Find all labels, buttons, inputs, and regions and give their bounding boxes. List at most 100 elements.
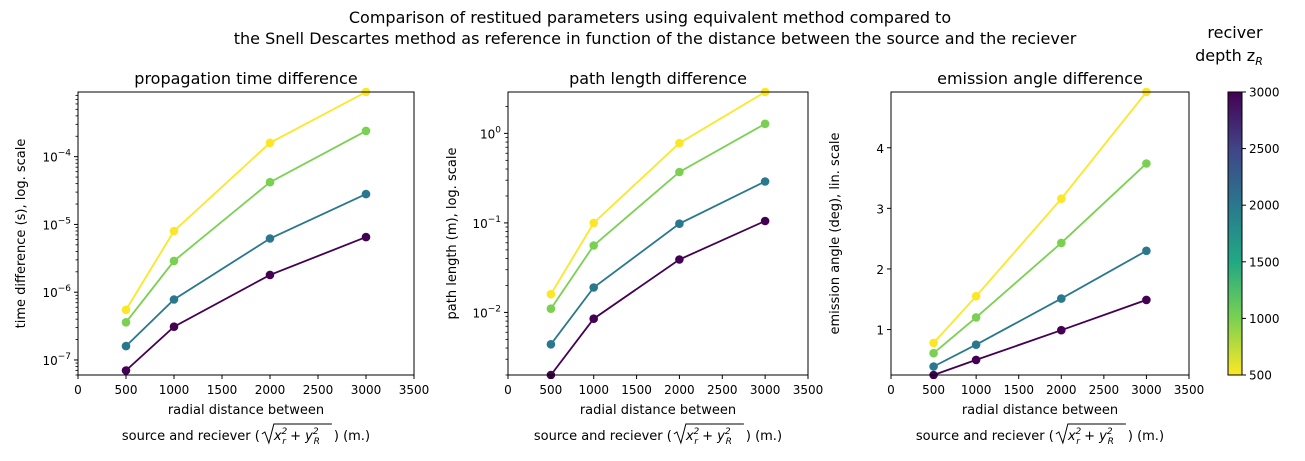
y-tick-label: 10−5	[42, 216, 71, 232]
y-axis-label: path length (m), log. scale	[445, 148, 460, 320]
data-point	[1057, 325, 1066, 335]
y-tick-label: 2	[876, 263, 884, 277]
sqrt-sign	[673, 423, 744, 445]
series-line-depth-500	[932, 91, 1148, 344]
data-point	[760, 216, 770, 226]
x-tick-label: 2500	[303, 383, 334, 397]
svg-text:source and reciever (: source and reciever (	[534, 429, 672, 444]
x-tick-label: 3500	[793, 383, 824, 397]
data-point	[169, 322, 179, 332]
data-point	[121, 366, 131, 375]
x-tick-label: 0	[504, 383, 512, 397]
data-point	[589, 218, 598, 228]
x-tick-label: 0	[887, 383, 895, 397]
y-tick-label: 10−7	[42, 352, 71, 368]
series-line-depth-2000	[933, 250, 1147, 368]
colorbar-ticks: 500 1000 1500 2000 2500 3000	[1242, 86, 1280, 383]
y-tick-label: 4	[876, 142, 884, 156]
data-point	[589, 283, 598, 292]
series-line-depth-3000	[125, 236, 367, 372]
plot-title: emission angle difference	[937, 69, 1143, 88]
colorbar-tick-label: 1000	[1249, 312, 1280, 326]
plot-2: path length difference 0 500 1000 1500 2000 25…	[445, 69, 823, 447]
svg-text:) (m.): ) (m.)	[746, 429, 782, 444]
y-axis-label: time difference (s), log. scale	[14, 139, 29, 329]
x-tick-label: 3500	[1174, 383, 1205, 397]
x-tick-label: 500	[922, 383, 945, 397]
series-group	[929, 88, 1151, 379]
y-tick-label: 100	[480, 125, 501, 141]
sqrt-formula: x2 r + y2 R	[273, 427, 320, 447]
x-tick-label: 500	[115, 383, 138, 397]
data-point	[169, 226, 179, 236]
axes-frame	[507, 91, 809, 376]
y-tick-label: 10−6	[42, 284, 71, 300]
data-point	[675, 255, 684, 264]
sqrt-sign	[261, 423, 332, 445]
series-group	[121, 88, 371, 375]
colorbar: reciver depth zR 500 1000 1500 2000 2500 3000	[1195, 23, 1279, 383]
colorbar-tick-label: 500	[1249, 369, 1272, 383]
plot-3: emission angle difference 0 500 1000 1500 200…	[828, 69, 1204, 447]
svg-text:) (m.): ) (m.)	[334, 429, 370, 444]
svg-text:) (m.): ) (m.)	[1128, 429, 1164, 444]
y-tick-label: 10−4	[42, 149, 71, 165]
x-tick-label: 3500	[399, 383, 430, 397]
plot-title: propagation time difference	[134, 69, 357, 88]
colorbar-tick-label: 2500	[1249, 142, 1280, 156]
x-tick-label: 500	[539, 383, 562, 397]
colorbar-tick-label: 3000	[1249, 86, 1280, 100]
data-point	[121, 305, 131, 315]
series-line-depth-2000	[550, 180, 766, 345]
x-tick-label: 1500	[621, 383, 652, 397]
colorbar-title-subscript: R	[1255, 55, 1263, 68]
series-line-depth-500	[550, 91, 766, 295]
x-tick-label: 2500	[1089, 383, 1120, 397]
svg-text:source and reciever (: source and reciever (	[916, 429, 1054, 444]
x-tick-label: 2500	[707, 383, 738, 397]
svg-text:source and reciever (: source and reciever (	[122, 429, 260, 444]
data-point	[971, 355, 981, 365]
data-point	[265, 138, 275, 148]
x-tick-label: 0	[74, 383, 82, 397]
data-point	[121, 318, 131, 327]
x-tick-label: 1500	[1003, 383, 1034, 397]
x-tick-label: 2000	[255, 383, 286, 397]
colorbar-tick-label: 2000	[1249, 199, 1280, 213]
data-point	[971, 291, 981, 301]
axes-frame	[890, 91, 1190, 376]
colorbar-gradient	[1227, 91, 1243, 376]
x-axis-label-line1: radial distance between	[168, 403, 324, 418]
sqrt-formula: x2 r + y2 R	[685, 427, 732, 447]
data-point	[1057, 238, 1066, 248]
series-group	[546, 88, 770, 379]
data-point	[265, 270, 275, 280]
data-point	[971, 340, 981, 350]
data-point	[1142, 246, 1151, 256]
data-point	[1057, 194, 1066, 203]
series-line-depth-3000	[933, 299, 1147, 376]
series-line-depth-1000	[550, 123, 766, 310]
colorbar-title-line2: depth zR	[1195, 46, 1263, 68]
data-point	[929, 362, 938, 371]
x-tick-label: 3000	[351, 383, 382, 397]
data-point	[1057, 294, 1066, 303]
data-point	[971, 313, 981, 322]
data-point	[546, 304, 556, 314]
data-point	[589, 241, 598, 250]
y-tick-label: 3	[876, 202, 884, 216]
data-point	[546, 289, 556, 299]
y-tick-label: 10−2	[472, 304, 501, 320]
figure-title-line2: the Snell Descartes method as reference …	[234, 29, 1077, 48]
series-line-depth-1000	[125, 130, 367, 323]
data-point	[1142, 295, 1151, 305]
data-point	[589, 314, 598, 324]
x-tick-label: 2000	[1046, 383, 1077, 397]
y-axis-label: emission angle (deg), lin. scale	[828, 132, 843, 334]
series-line-depth-3000	[550, 220, 766, 376]
figure-title-line1: Comparison of restitued parameters using…	[349, 8, 951, 27]
data-point	[265, 177, 275, 187]
x-tick-label: 3000	[750, 383, 781, 397]
